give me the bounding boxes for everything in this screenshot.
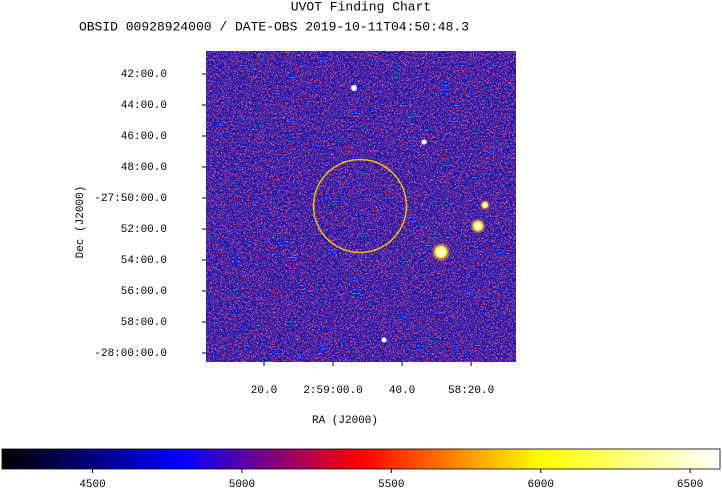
colorbar-tick-label: 5500 — [378, 479, 404, 489]
source-region — [312, 158, 408, 254]
x-tick-label: 58:20.0 — [448, 385, 494, 397]
y-tick-label: 56:00.0 — [121, 286, 167, 298]
y-tick-label: 52:00.0 — [121, 224, 167, 236]
colorbar-tick-label: 6500 — [677, 479, 703, 489]
x-tick-label: 20.0 — [251, 385, 277, 397]
x-tick-label: 2:59:00.0 — [303, 385, 362, 397]
chart-subtitle: OBSID 00928924000 / DATE-OBS 2019-10-11T… — [79, 19, 469, 34]
x-tick-label: 40.0 — [389, 385, 415, 397]
colorbar-tick-label: 4500 — [79, 479, 105, 489]
y-tick-label: 54:00.0 — [121, 255, 167, 267]
y-tick-label: 48:00.0 — [121, 162, 167, 174]
y-tick-label: 44:00.0 — [121, 100, 167, 112]
colorbar-tick-label: 5000 — [229, 479, 255, 489]
y-tick-label: -27:50:00.0 — [94, 193, 167, 205]
y-tick-label: 58:00.0 — [121, 317, 167, 329]
sky-image — [206, 51, 516, 362]
y-axis-label: Dec (J2000) — [75, 186, 87, 259]
colorbar — [1, 448, 721, 470]
colorbar-tick-label: 6000 — [528, 479, 554, 489]
y-tick-label: -28:00:00.0 — [94, 348, 167, 360]
chart-title: UVOT Finding Chart — [291, 0, 431, 14]
y-tick-label: 42:00.0 — [121, 69, 167, 81]
x-axis-label: RA (J2000) — [312, 415, 378, 427]
y-tick-label: 46:00.0 — [121, 131, 167, 143]
